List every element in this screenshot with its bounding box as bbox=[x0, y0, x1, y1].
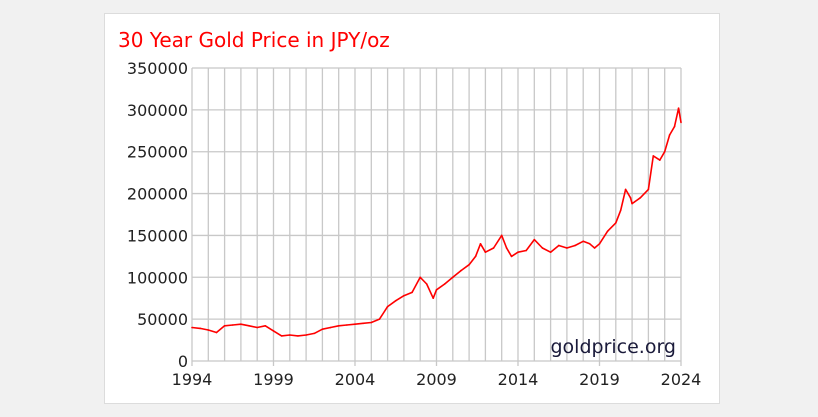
data-point bbox=[321, 328, 324, 330]
data-point bbox=[615, 222, 617, 224]
data-point bbox=[191, 326, 193, 329]
data-point bbox=[403, 294, 405, 297]
data-point bbox=[460, 269, 462, 272]
y-tick-label: 100000 bbox=[127, 268, 188, 287]
data-points bbox=[191, 107, 682, 337]
y-tick-label: 300000 bbox=[127, 101, 188, 120]
data-point bbox=[425, 283, 428, 285]
y-tick-label: 200000 bbox=[127, 185, 188, 204]
data-point bbox=[231, 324, 234, 326]
x-tick-label: 2014 bbox=[498, 370, 539, 389]
data-point bbox=[598, 243, 601, 245]
data-point bbox=[370, 321, 373, 324]
data-point bbox=[240, 323, 242, 325]
data-point bbox=[677, 107, 680, 109]
watermark: goldprice.org bbox=[550, 336, 676, 358]
data-point bbox=[500, 234, 503, 237]
data-point bbox=[468, 263, 470, 266]
data-point bbox=[272, 330, 275, 332]
data-point bbox=[256, 326, 258, 329]
y-tick-label: 50000 bbox=[137, 310, 188, 329]
data-point bbox=[492, 247, 495, 249]
data-point bbox=[313, 332, 316, 335]
data-point bbox=[680, 121, 682, 124]
data-point bbox=[582, 240, 584, 243]
data-point bbox=[593, 247, 596, 249]
chart-card: 30 Year Gold Price in JPY/oz 0 50000 10000… bbox=[104, 13, 720, 404]
data-point bbox=[329, 326, 332, 329]
data-point bbox=[199, 327, 201, 330]
data-point bbox=[305, 334, 307, 336]
grid bbox=[191, 67, 682, 366]
x-tick-label: 2004 bbox=[335, 370, 376, 389]
data-point bbox=[452, 276, 454, 279]
data-point bbox=[264, 325, 267, 327]
data-point bbox=[606, 230, 609, 233]
data-point bbox=[484, 251, 487, 253]
x-tick-label: 1999 bbox=[253, 370, 294, 389]
data-point bbox=[588, 243, 591, 245]
data-point bbox=[207, 329, 210, 331]
data-point bbox=[337, 325, 340, 327]
x-tick-label: 2009 bbox=[416, 370, 457, 389]
data-point bbox=[354, 323, 356, 325]
data-point bbox=[419, 276, 422, 279]
data-point bbox=[557, 244, 560, 247]
data-point bbox=[566, 247, 568, 249]
data-point bbox=[659, 159, 661, 161]
data-point bbox=[505, 247, 508, 249]
data-point bbox=[574, 244, 576, 247]
data-point bbox=[411, 291, 413, 294]
y-axis: 0 50000 100000 150000 200000 250000 300000 3500… bbox=[127, 59, 188, 371]
data-point bbox=[362, 322, 364, 325]
data-point bbox=[639, 196, 642, 199]
y-tick-label: 250000 bbox=[127, 143, 188, 162]
data-point bbox=[652, 155, 655, 157]
data-point bbox=[280, 335, 283, 337]
data-point bbox=[517, 251, 519, 253]
y-tick-label: 350000 bbox=[127, 59, 188, 78]
x-tick-label: 2024 bbox=[661, 370, 702, 389]
price-line bbox=[191, 107, 682, 337]
data-point bbox=[223, 325, 226, 327]
data-point bbox=[394, 299, 397, 302]
chart-title: 30 Year Gold Price in JPY/oz bbox=[118, 28, 390, 52]
data-point bbox=[386, 305, 389, 308]
data-point bbox=[525, 249, 527, 252]
data-point bbox=[297, 335, 299, 337]
data-point bbox=[631, 202, 633, 205]
data-point bbox=[474, 255, 477, 258]
data-point bbox=[215, 331, 218, 334]
data-point bbox=[663, 150, 666, 153]
data-point bbox=[346, 324, 348, 326]
data-point bbox=[673, 125, 676, 128]
data-point bbox=[549, 251, 552, 253]
data-point bbox=[248, 325, 250, 327]
y-tick-label: 150000 bbox=[127, 226, 188, 245]
data-point bbox=[668, 134, 671, 136]
data-point bbox=[624, 188, 627, 191]
data-point bbox=[647, 188, 650, 191]
y-tick-label: 0 bbox=[178, 352, 188, 371]
gold-price-chart: 30 Year Gold Price in JPY/oz 0 50000 10000… bbox=[118, 28, 702, 389]
data-point bbox=[541, 247, 544, 249]
data-point bbox=[619, 209, 622, 212]
x-axis: 1994 1999 2004 2009 2014 2019 2024 bbox=[172, 370, 702, 389]
x-tick-label: 2019 bbox=[579, 370, 620, 389]
data-point bbox=[479, 243, 482, 245]
data-point bbox=[289, 334, 291, 336]
data-point bbox=[533, 238, 536, 241]
data-point bbox=[510, 255, 513, 258]
data-point bbox=[443, 283, 446, 285]
data-point bbox=[629, 196, 632, 199]
data-point bbox=[378, 318, 381, 320]
data-point bbox=[435, 289, 438, 291]
data-point bbox=[432, 297, 435, 300]
x-tick-label: 1994 bbox=[172, 370, 213, 389]
